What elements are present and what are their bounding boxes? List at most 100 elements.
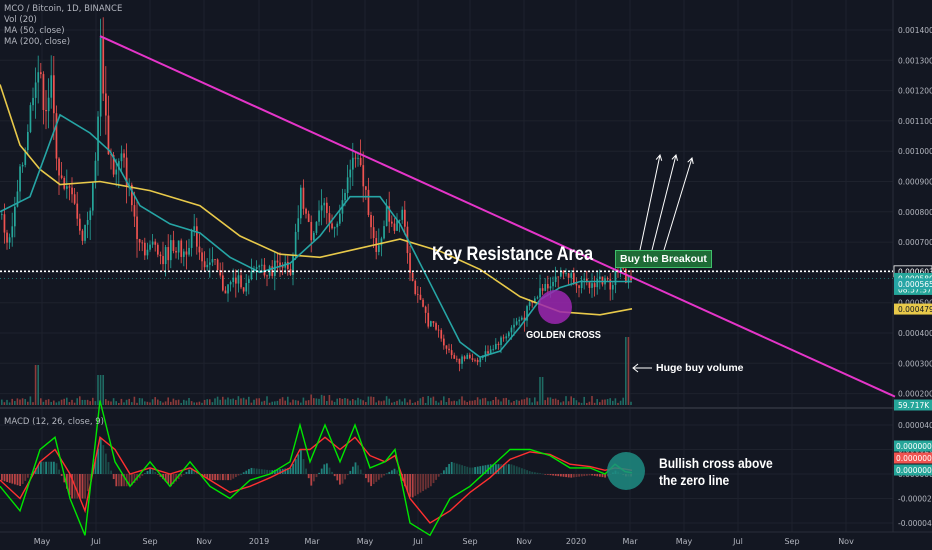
candle-body: [53, 75, 55, 114]
candle-body: [365, 186, 367, 190]
candle-body: [21, 164, 24, 167]
volume-bar: [185, 400, 188, 405]
candle-body: [162, 256, 164, 265]
macd-hist-bar: [326, 463, 328, 474]
time-tick-label: May: [676, 537, 693, 546]
macd-hist-bar: [37, 464, 40, 474]
volume-bar: [297, 400, 299, 405]
huge-volume-label: Huge buy volume: [656, 362, 744, 374]
volume-bar: [528, 398, 531, 405]
golden-cross-label: GOLDEN CROSS: [526, 329, 601, 341]
volume-bar: [157, 399, 159, 405]
macd-hist-bar: [261, 469, 263, 474]
macd-hist-bar: [575, 474, 578, 477]
macd-hist-bar: [138, 474, 141, 479]
volume-bar: [614, 398, 617, 405]
macd-hist-bar: [393, 468, 396, 474]
volume-bar: [536, 401, 539, 405]
candle-body: [497, 343, 500, 345]
macd-hist-bar: [336, 474, 339, 481]
macd-hist-bar: [118, 474, 120, 487]
macd-hist-bar: [562, 474, 565, 477]
volume-bar: [219, 399, 221, 405]
time-tick-label: May: [34, 537, 51, 546]
volume-bar: [318, 398, 320, 405]
volume-bar: [419, 398, 422, 405]
candle-body: [300, 187, 302, 219]
candle-body: [183, 251, 185, 257]
volume-bar: [227, 397, 229, 405]
macd-hist-bar: [203, 474, 206, 477]
volume-bar: [323, 395, 325, 405]
breakout-arrow-line: [639, 154, 661, 251]
macd-hist-bar: [547, 474, 549, 475]
volume-bar: [94, 401, 97, 405]
macd-hist-bar: [172, 474, 175, 484]
grid: [0, 0, 893, 532]
candle-body: [435, 323, 437, 330]
volume-bar: [606, 399, 609, 405]
volume-bar: [492, 399, 494, 405]
macd-hist-bar: [365, 474, 367, 479]
volume-bar: [209, 399, 211, 405]
macd-hist-bar: [510, 464, 513, 474]
volume-bar: [222, 396, 224, 405]
candle-body: [492, 348, 495, 350]
volume-bar: [73, 402, 76, 405]
volume-bar: [445, 401, 448, 405]
macd-legend: MACD (12, 26, close, 9): [4, 417, 104, 427]
macd-hist-bar: [237, 474, 240, 476]
macd-hist-bar: [141, 474, 144, 476]
volume-bar: [315, 398, 318, 405]
candle-body: [261, 264, 263, 266]
volume-bar: [541, 377, 544, 405]
macd-hist-bar: [328, 467, 331, 474]
volume-bar: [461, 396, 463, 405]
macd-hist-bar: [302, 459, 305, 474]
volume-bar: [401, 401, 403, 405]
volume-bar: [458, 399, 461, 405]
macd-hist-bar: [583, 474, 586, 477]
macd-hist-bar: [508, 464, 510, 474]
candle-body: [385, 206, 388, 227]
volume-bar: [333, 401, 336, 405]
macd-hist-bar: [232, 474, 235, 479]
volume-bar: [159, 401, 162, 405]
volume-bar: [112, 398, 115, 405]
macd-hist-bar: [45, 461, 47, 474]
volume-bar: [188, 397, 190, 405]
candle-body: [630, 276, 632, 281]
candle-body: [8, 237, 11, 243]
candle-body: [601, 276, 604, 285]
macd-hist-bar: [541, 473, 544, 475]
volume-bar: [229, 399, 232, 405]
macd-hist-bar: [375, 474, 378, 482]
breakout-arrow-head: [655, 153, 663, 161]
candle-body: [60, 175, 63, 178]
candle-body: [346, 177, 349, 193]
candle-body: [232, 277, 235, 283]
macd-hist-bar: [102, 445, 105, 474]
macd-hist-bar: [107, 462, 110, 474]
volume-bar: [398, 399, 401, 405]
candle-body: [508, 332, 510, 337]
volume-bar: [154, 397, 156, 405]
volume-bar: [396, 400, 398, 405]
candle-body: [237, 275, 240, 284]
macd-hist-bar: [549, 474, 552, 476]
volume-bar: [258, 398, 260, 405]
candle-body: [146, 249, 149, 256]
macd-badge: [894, 440, 932, 452]
volume-bar: [502, 398, 505, 405]
price-badge-label: 59.717K: [898, 401, 930, 410]
volume-bar: [45, 399, 47, 405]
candle-body: [362, 165, 365, 187]
buy-breakout-label: Buy the Breakout: [615, 250, 712, 268]
macd-hist-bar: [573, 474, 575, 478]
volume-bar: [86, 399, 89, 405]
volume-bar: [245, 399, 247, 405]
macd-hist-bar: [359, 469, 362, 474]
